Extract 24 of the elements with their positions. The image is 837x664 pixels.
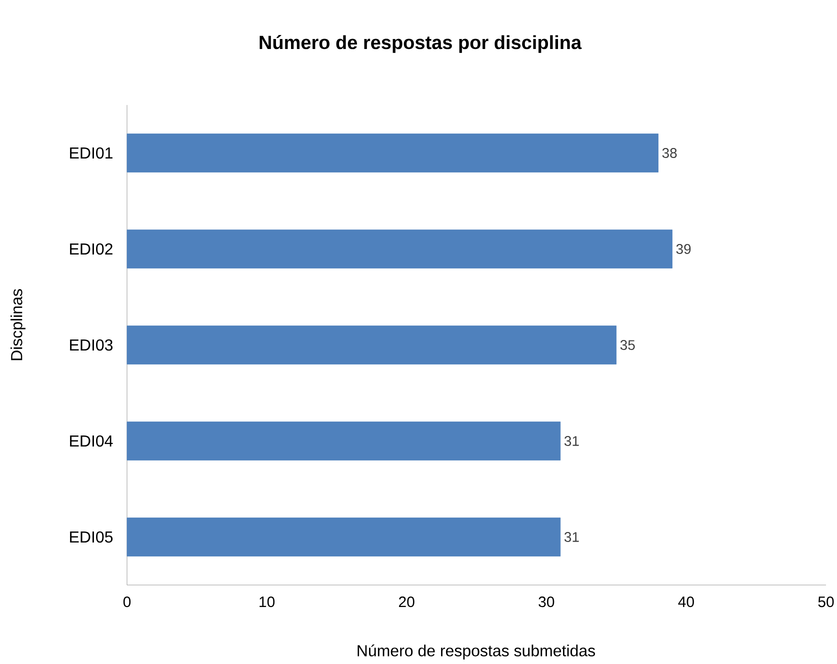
- data-label: 35: [620, 340, 635, 350]
- chart-title: Número de respostas por disciplina: [260, 35, 582, 53]
- bar: [126, 326, 616, 364]
- y-tick-label: EDI02: [70, 243, 112, 255]
- x-tick-label: 40: [678, 596, 694, 608]
- x-axis-title: Número de respostas submetidas: [358, 644, 595, 660]
- bar: [126, 422, 561, 460]
- x-tick-label: 0: [123, 596, 131, 608]
- x-tick-label: 20: [399, 596, 414, 608]
- bar: [126, 230, 672, 268]
- x-tick-label: 30: [538, 596, 554, 608]
- x-tick-label: 10: [260, 596, 275, 608]
- data-label: 31: [564, 532, 579, 542]
- bar: [126, 134, 658, 172]
- data-label: 31: [564, 436, 579, 446]
- y-tick-label: EDI01: [70, 147, 112, 159]
- y-axis-title: Discplinas: [10, 289, 26, 360]
- x-tick-label: 50: [818, 596, 834, 608]
- y-tick-label: EDI03: [70, 339, 113, 351]
- y-tick-label: EDI04: [70, 435, 113, 447]
- bar: [126, 518, 561, 556]
- data-label: 39: [676, 244, 691, 254]
- y-tick-label: EDI05: [70, 531, 113, 543]
- data-label: 38: [662, 148, 677, 158]
